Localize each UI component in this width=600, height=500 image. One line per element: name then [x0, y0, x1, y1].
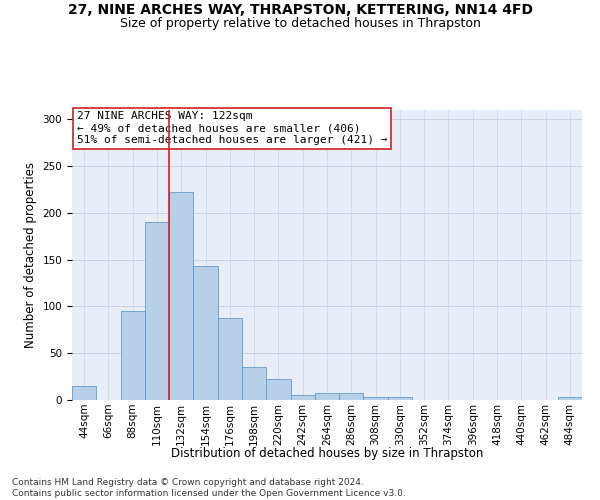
Bar	[121, 311, 145, 400]
Bar	[193, 266, 218, 400]
Bar	[315, 394, 339, 400]
Bar	[145, 222, 169, 400]
Text: 27 NINE ARCHES WAY: 122sqm
← 49% of detached houses are smaller (406)
51% of sem: 27 NINE ARCHES WAY: 122sqm ← 49% of deta…	[77, 112, 388, 144]
Text: Size of property relative to detached houses in Thrapston: Size of property relative to detached ho…	[119, 18, 481, 30]
Bar	[266, 380, 290, 400]
Bar	[218, 318, 242, 400]
Bar	[242, 368, 266, 400]
Y-axis label: Number of detached properties: Number of detached properties	[24, 162, 37, 348]
Bar	[339, 394, 364, 400]
Bar	[72, 386, 96, 400]
Text: Distribution of detached houses by size in Thrapston: Distribution of detached houses by size …	[171, 448, 483, 460]
Bar	[558, 397, 582, 400]
Bar	[290, 396, 315, 400]
Text: 27, NINE ARCHES WAY, THRAPSTON, KETTERING, NN14 4FD: 27, NINE ARCHES WAY, THRAPSTON, KETTERIN…	[67, 2, 533, 16]
Text: Contains HM Land Registry data © Crown copyright and database right 2024.
Contai: Contains HM Land Registry data © Crown c…	[12, 478, 406, 498]
Bar	[169, 192, 193, 400]
Bar	[388, 397, 412, 400]
Bar	[364, 397, 388, 400]
